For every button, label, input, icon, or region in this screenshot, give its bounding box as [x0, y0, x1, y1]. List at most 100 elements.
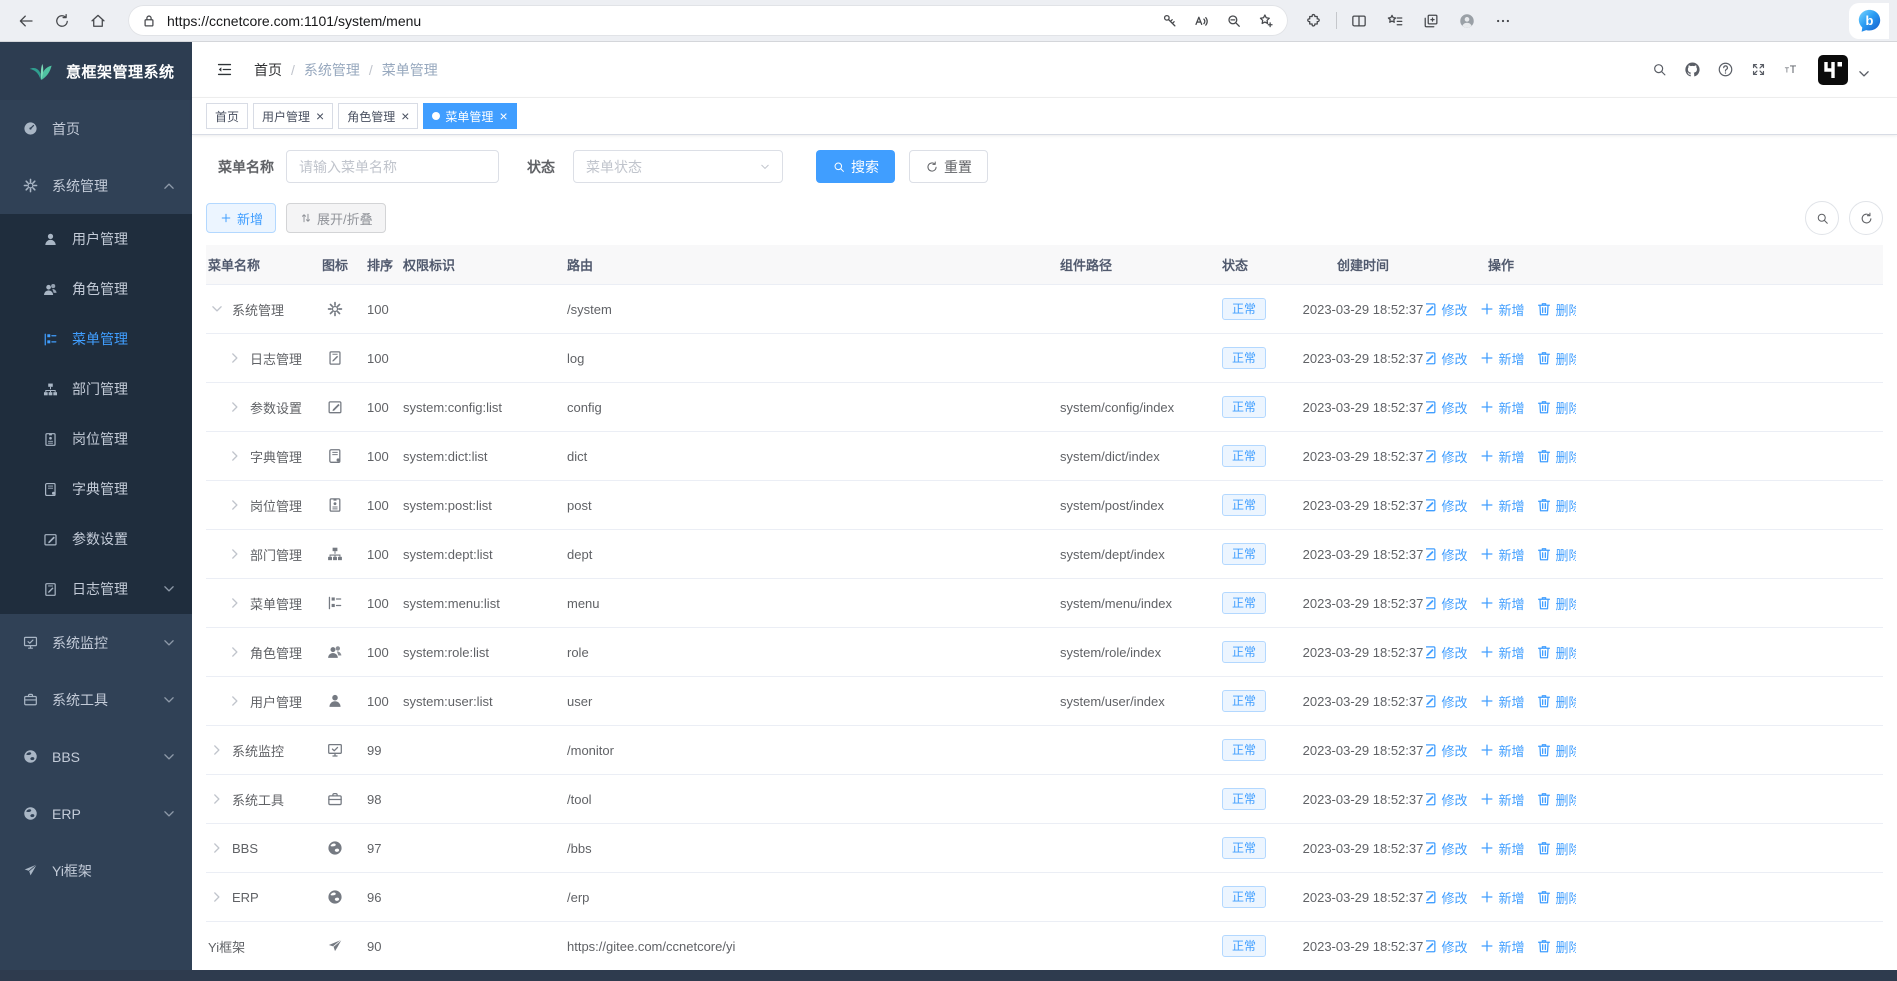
sidebar-item-yi[interactable]: Yi框架: [0, 842, 192, 899]
row-action-edit[interactable]: 修改: [1426, 937, 1468, 956]
row-action-edit[interactable]: 修改: [1426, 594, 1468, 613]
row-action-add[interactable]: 新增: [1478, 300, 1525, 319]
row-action-edit[interactable]: 修改: [1426, 496, 1468, 515]
row-action-delete[interactable]: 删除: [1535, 300, 1576, 319]
row-expand-icon[interactable]: [226, 349, 244, 367]
row-expand-icon[interactable]: [226, 643, 244, 661]
row-action-add[interactable]: 新增: [1478, 790, 1525, 809]
split-screen-icon[interactable]: [1341, 5, 1377, 37]
zoom-out-icon[interactable]: [1218, 7, 1250, 35]
row-expand-icon[interactable]: [208, 790, 226, 808]
row-action-delete[interactable]: 删除: [1535, 349, 1576, 368]
bing-copilot-button[interactable]: [1849, 2, 1889, 39]
row-action-add[interactable]: 新增: [1478, 398, 1525, 417]
row-action-add[interactable]: 新增: [1478, 643, 1525, 662]
fullscreen-icon[interactable]: [1742, 55, 1775, 85]
row-action-edit[interactable]: 修改: [1426, 349, 1468, 368]
tab-user[interactable]: 用户管理 ×: [253, 103, 334, 129]
row-action-edit[interactable]: 修改: [1426, 398, 1468, 417]
row-action-edit[interactable]: 修改: [1426, 888, 1468, 907]
row-action-edit[interactable]: 修改: [1426, 692, 1468, 711]
page-refresh-icon[interactable]: [44, 5, 80, 37]
row-action-edit[interactable]: 修改: [1426, 741, 1468, 760]
sidebar-item-tool[interactable]: 系统工具: [0, 671, 192, 728]
row-action-edit[interactable]: 修改: [1426, 839, 1468, 858]
help-icon[interactable]: [1709, 55, 1742, 85]
sidebar-item-system[interactable]: 系统管理: [0, 157, 192, 214]
row-action-delete[interactable]: 删除: [1535, 839, 1576, 858]
menu-name-input[interactable]: [286, 150, 499, 183]
row-action-add[interactable]: 新增: [1478, 545, 1525, 564]
status-select[interactable]: 菜单状态: [573, 150, 783, 183]
row-expand-icon[interactable]: [226, 692, 244, 710]
sidebar-item-dept[interactable]: 部门管理: [0, 364, 192, 414]
extensions-icon[interactable]: [1296, 5, 1332, 37]
browser-profile-icon[interactable]: [1449, 5, 1485, 37]
row-action-delete[interactable]: 删除: [1535, 692, 1576, 711]
row-action-delete[interactable]: 删除: [1535, 790, 1576, 809]
sidebar-collapse-icon[interactable]: [210, 56, 238, 84]
sidebar-item-log[interactable]: 日志管理: [0, 564, 192, 614]
show-search-button[interactable]: [1805, 201, 1839, 235]
password-key-icon[interactable]: [1154, 7, 1186, 35]
row-action-delete[interactable]: 删除: [1535, 888, 1576, 907]
reset-button[interactable]: 重置: [909, 150, 988, 183]
back-arrow-icon[interactable]: [8, 5, 44, 37]
row-action-add[interactable]: 新增: [1478, 839, 1525, 858]
row-action-edit[interactable]: 修改: [1426, 300, 1468, 319]
url-text[interactable]: https://ccnetcore.com:1101/system/menu: [167, 12, 422, 29]
tab-close-icon[interactable]: ×: [401, 108, 410, 124]
tab-menu[interactable]: 菜单管理 ×: [423, 103, 517, 129]
search-button[interactable]: 搜索: [816, 150, 895, 183]
row-action-add[interactable]: 新增: [1478, 888, 1525, 907]
row-action-add[interactable]: 新增: [1478, 496, 1525, 515]
row-action-add[interactable]: 新增: [1478, 447, 1525, 466]
app-logo[interactable]: 意框架管理系统: [0, 42, 192, 100]
expand-collapse-button[interactable]: 展开/折叠: [286, 203, 386, 233]
font-size-icon[interactable]: [1775, 55, 1808, 85]
row-action-delete[interactable]: 删除: [1535, 398, 1576, 417]
row-expand-icon[interactable]: [226, 545, 244, 563]
row-expand-icon[interactable]: [208, 741, 226, 759]
favorites-bar-icon[interactable]: [1377, 5, 1413, 37]
tab-close-icon[interactable]: ×: [499, 108, 508, 124]
github-icon[interactable]: [1676, 55, 1709, 85]
sidebar-item-config[interactable]: 参数设置: [0, 514, 192, 564]
row-action-edit[interactable]: 修改: [1426, 447, 1468, 466]
sidebar-item-menu[interactable]: 菜单管理: [0, 314, 192, 364]
sidebar-item-monitor[interactable]: 系统监控: [0, 614, 192, 671]
row-expand-icon[interactable]: [226, 447, 244, 465]
row-action-delete[interactable]: 删除: [1535, 643, 1576, 662]
row-action-edit[interactable]: 修改: [1426, 643, 1468, 662]
row-expand-icon[interactable]: [226, 398, 244, 416]
address-bar[interactable]: https://ccnetcore.com:1101/system/menu: [128, 5, 1288, 36]
add-favorite-icon[interactable]: [1250, 7, 1282, 35]
breadcrumb-item[interactable]: 系统管理: [303, 61, 360, 78]
breadcrumb-item[interactable]: 首页: [254, 61, 282, 78]
row-expand-icon[interactable]: [226, 594, 244, 612]
row-action-add[interactable]: 新增: [1478, 937, 1525, 956]
sidebar-item-post[interactable]: 岗位管理: [0, 414, 192, 464]
sidebar-item-home[interactable]: 首页: [0, 100, 192, 157]
row-action-delete[interactable]: 删除: [1535, 545, 1576, 564]
sidebar-item-erp[interactable]: ERP: [0, 785, 192, 842]
tab-role[interactable]: 角色管理 ×: [338, 103, 419, 129]
collections-icon[interactable]: [1413, 5, 1449, 37]
row-action-add[interactable]: 新增: [1478, 692, 1525, 711]
header-search-icon[interactable]: [1643, 55, 1676, 85]
row-action-edit[interactable]: 修改: [1426, 790, 1468, 809]
row-action-delete[interactable]: 删除: [1535, 594, 1576, 613]
row-action-delete[interactable]: 删除: [1535, 447, 1576, 466]
add-button[interactable]: 新增: [206, 203, 277, 233]
row-action-add[interactable]: 新增: [1478, 741, 1525, 760]
row-action-delete[interactable]: 删除: [1535, 937, 1576, 956]
sidebar-item-user[interactable]: 用户管理: [0, 214, 192, 264]
home-icon[interactable]: [80, 5, 116, 37]
sidebar-item-dict[interactable]: 字典管理: [0, 464, 192, 514]
read-aloud-icon[interactable]: [1186, 7, 1218, 35]
row-action-delete[interactable]: 删除: [1535, 496, 1576, 515]
tab-close-icon[interactable]: ×: [316, 108, 325, 124]
user-avatar[interactable]: [1818, 54, 1848, 85]
row-action-add[interactable]: 新增: [1478, 594, 1525, 613]
tab-home[interactable]: 首页: [206, 103, 249, 129]
